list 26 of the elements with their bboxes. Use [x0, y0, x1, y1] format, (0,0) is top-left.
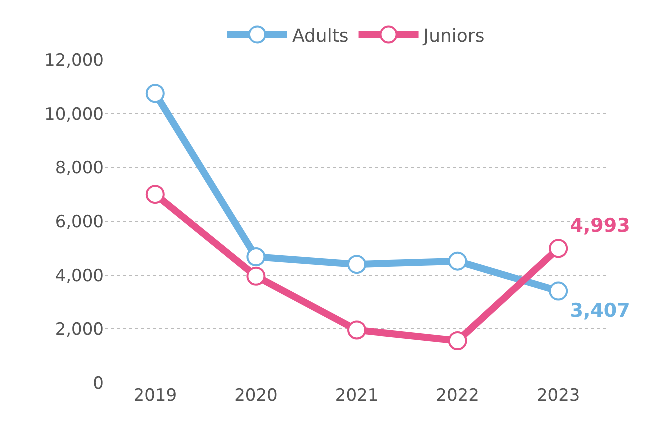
point [448, 332, 468, 350]
x-tick-label: 2022 [436, 386, 480, 406]
point [348, 255, 366, 274]
x-tick-label: 2023 [536, 386, 580, 406]
point [348, 320, 366, 340]
x-tick-label: 2019 [134, 386, 178, 406]
y-tick-label: 4,000 [55, 266, 104, 286]
legend-label: Juniors [422, 26, 485, 47]
point [146, 84, 165, 104]
point [246, 248, 266, 267]
legend-label: Adults [292, 26, 349, 47]
y-tick-label: 0 [93, 374, 104, 394]
point [246, 266, 266, 286]
y-tick-label: 2,000 [55, 320, 104, 340]
point [549, 239, 568, 258]
data-label: 4,993 [570, 215, 630, 238]
point [448, 252, 468, 271]
x-tick-label: 2020 [234, 386, 278, 406]
y-tick-label: 6,000 [55, 212, 104, 232]
point [549, 282, 568, 301]
data-label: 3,407 [570, 300, 630, 322]
x-tick-label: 2021 [335, 386, 379, 406]
y-tick-label: 12,000 [44, 50, 104, 71]
point [146, 185, 165, 204]
y-tick-label: 10,000 [44, 104, 104, 125]
y-tick-label: 8,000 [55, 158, 104, 179]
